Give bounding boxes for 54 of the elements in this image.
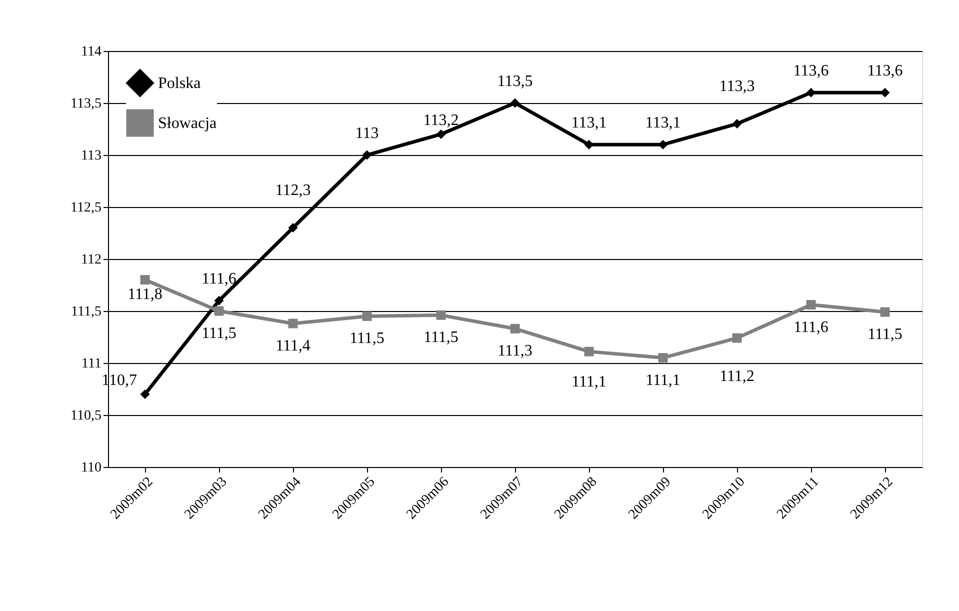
data-label: 111,1	[572, 374, 606, 391]
data-label: 111,4	[276, 337, 310, 354]
data-label: 113,6	[867, 62, 903, 80]
data-label: 111,6	[794, 318, 828, 336]
point	[584, 346, 594, 356]
data-label: 113,1	[571, 114, 607, 132]
y-tick-label: 110,5	[70, 408, 102, 424]
point	[806, 300, 816, 310]
point	[288, 223, 298, 233]
point	[214, 296, 224, 306]
point	[732, 119, 742, 129]
point	[658, 353, 668, 363]
point	[362, 150, 372, 160]
data-label: 111,2	[720, 368, 754, 386]
point	[362, 311, 372, 321]
legend-label: Polska	[158, 75, 201, 92]
y-tick-label: 111,5	[71, 304, 102, 320]
data-label: 112,3	[275, 182, 311, 199]
data-label: 111,8	[128, 286, 162, 303]
data-label: 113,1	[645, 114, 681, 132]
data-label: 113	[355, 125, 379, 142]
point	[658, 140, 668, 150]
data-label: 111,3	[498, 342, 532, 360]
point	[732, 333, 742, 343]
y-tick-label: 113,5	[70, 96, 102, 112]
data-label: 111,5	[424, 329, 458, 346]
point	[510, 98, 520, 108]
point	[510, 324, 520, 334]
point	[140, 389, 150, 399]
data-label: 111,5	[202, 325, 236, 342]
legend-label: Słowacja	[158, 115, 217, 132]
y-tick-label: 114	[81, 44, 102, 60]
point	[880, 88, 890, 98]
data-label: 113,3	[719, 78, 755, 95]
point	[584, 140, 594, 150]
data-label: 111,6	[202, 270, 236, 288]
point	[436, 129, 446, 139]
point	[140, 275, 150, 285]
data-label: 113,6	[793, 62, 829, 80]
data-label: 111,5	[350, 330, 384, 348]
y-tick-label: 110	[81, 460, 102, 476]
data-label: 111,5	[868, 326, 902, 344]
y-tick-label: 112	[81, 252, 102, 268]
y-tick-label: 111	[82, 356, 102, 372]
data-label: 113,2	[423, 112, 459, 130]
point	[288, 318, 298, 328]
data-label: 113,5	[497, 73, 533, 90]
point	[214, 306, 224, 316]
point	[880, 307, 890, 317]
point	[436, 310, 446, 320]
y-tick-label: 112,5	[70, 200, 102, 216]
y-tick-label: 113	[81, 148, 102, 164]
data-label: 111,1	[646, 372, 680, 389]
point	[806, 88, 816, 98]
